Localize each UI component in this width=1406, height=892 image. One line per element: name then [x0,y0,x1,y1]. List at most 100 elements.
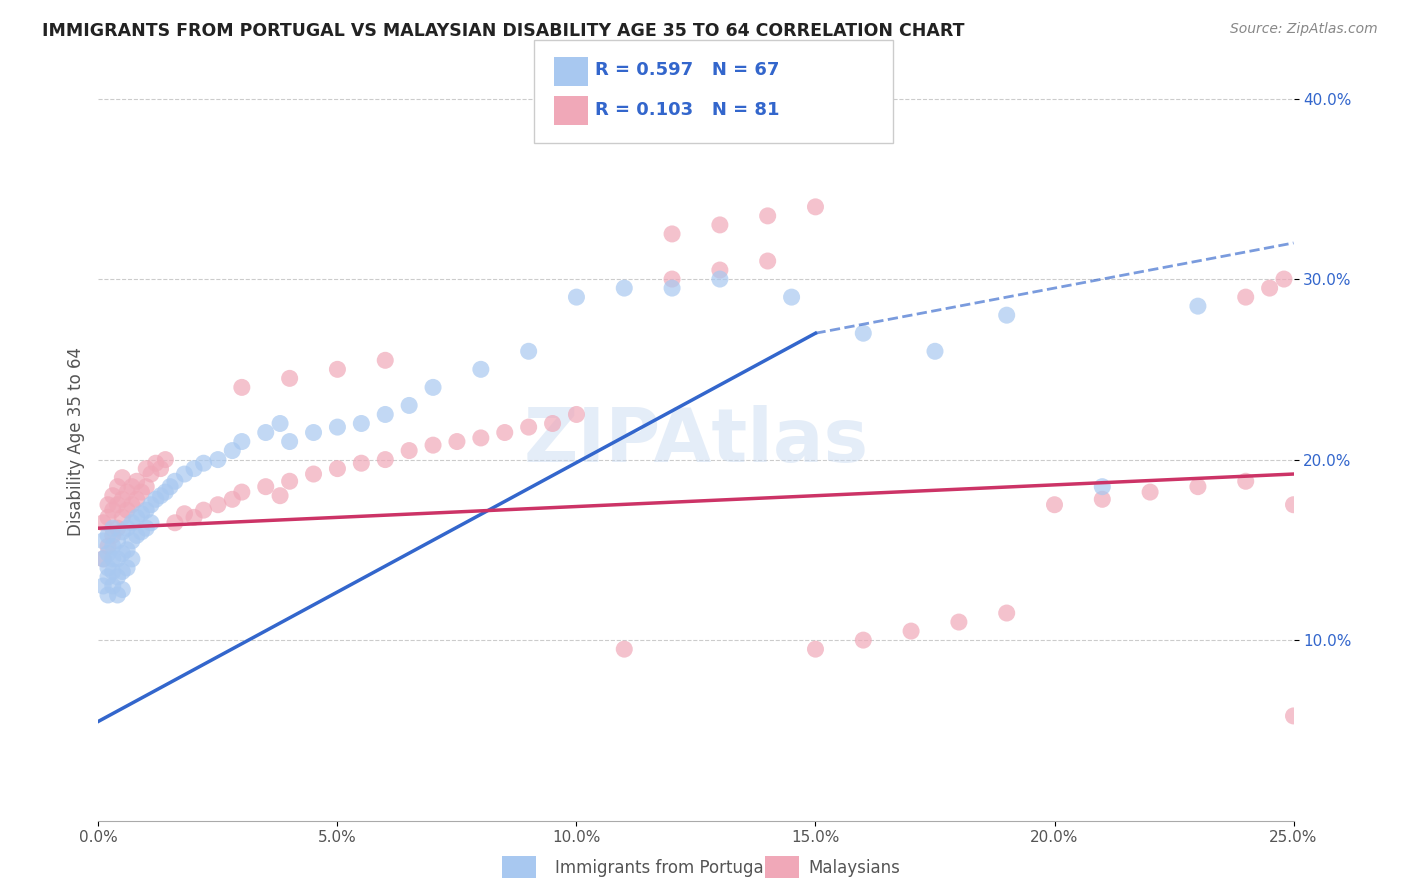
Point [125,510,148,524]
Point [155,485,177,500]
Point [613,642,636,657]
Point [1234,290,1257,304]
Point [163,475,186,489]
Point [1258,281,1281,295]
Point [278,371,301,385]
Point [121,516,143,530]
Point [183,461,205,475]
Point [207,498,229,512]
Point [111,524,134,539]
Point [139,467,162,481]
Point [661,272,683,286]
Point [101,528,124,542]
Point [111,510,134,524]
Point [326,461,349,475]
Point [565,408,588,422]
Point [1306,489,1329,503]
Point [470,362,492,376]
Point [107,521,129,535]
Text: Source: ZipAtlas.com: Source: ZipAtlas.com [1230,22,1378,37]
Point [661,281,683,295]
Point [111,546,134,560]
Point [163,516,186,530]
Point [269,489,291,503]
Point [1091,492,1114,507]
Point [101,565,124,579]
Point [517,344,540,359]
Point [125,475,148,489]
Text: IMMIGRANTS FROM PORTUGAL VS MALAYSIAN DISABILITY AGE 35 TO 64 CORRELATION CHART: IMMIGRANTS FROM PORTUGAL VS MALAYSIAN DI… [42,22,965,40]
Point [995,308,1018,322]
Point [398,443,420,458]
Point [101,521,124,535]
Point [350,417,373,431]
Point [97,546,120,560]
Text: R = 0.597   N = 67: R = 0.597 N = 67 [595,62,779,79]
Point [852,633,875,648]
Point [1043,498,1066,512]
Point [709,218,731,232]
Point [231,434,253,449]
Point [278,475,301,489]
Point [97,561,120,575]
Point [231,380,253,394]
Point [1330,73,1353,87]
Point [756,209,779,223]
Point [1282,709,1305,723]
Point [97,510,120,524]
Point [193,456,215,470]
Point [101,539,124,553]
Point [135,521,157,535]
Point [97,539,120,553]
Point [1282,498,1305,512]
Point [91,552,114,566]
Point [756,254,779,268]
Point [565,290,588,304]
Point [374,353,396,368]
Point [121,533,143,548]
Point [231,485,253,500]
Point [107,588,129,602]
Point [107,552,129,566]
Point [121,498,143,512]
Point [135,461,157,475]
Point [115,485,138,500]
Point [1378,461,1400,475]
Point [131,507,153,521]
Point [1234,475,1257,489]
Point [326,362,349,376]
Point [101,503,124,517]
Point [121,480,143,494]
Point [97,498,120,512]
Point [1272,272,1295,286]
Point [145,492,167,507]
Point [97,528,120,542]
Point [900,624,922,639]
Point [207,452,229,467]
Point [1139,485,1161,500]
Point [121,552,143,566]
Point [302,425,325,440]
Point [326,420,349,434]
Point [101,489,124,503]
Point [494,425,516,440]
Point [125,492,148,507]
Point [97,588,120,602]
Point [1354,470,1376,484]
Point [709,272,731,286]
Point [149,461,172,475]
Point [374,408,396,422]
Point [91,533,114,548]
Point [101,579,124,593]
Point [221,492,243,507]
Point [398,399,420,413]
Point [541,417,564,431]
Text: Immigrants from Portugal: Immigrants from Portugal [555,859,769,877]
Point [115,542,138,557]
Point [193,503,215,517]
Point [111,582,134,597]
Point [422,380,444,394]
Point [101,552,124,566]
Point [111,470,134,484]
Point [517,420,540,434]
